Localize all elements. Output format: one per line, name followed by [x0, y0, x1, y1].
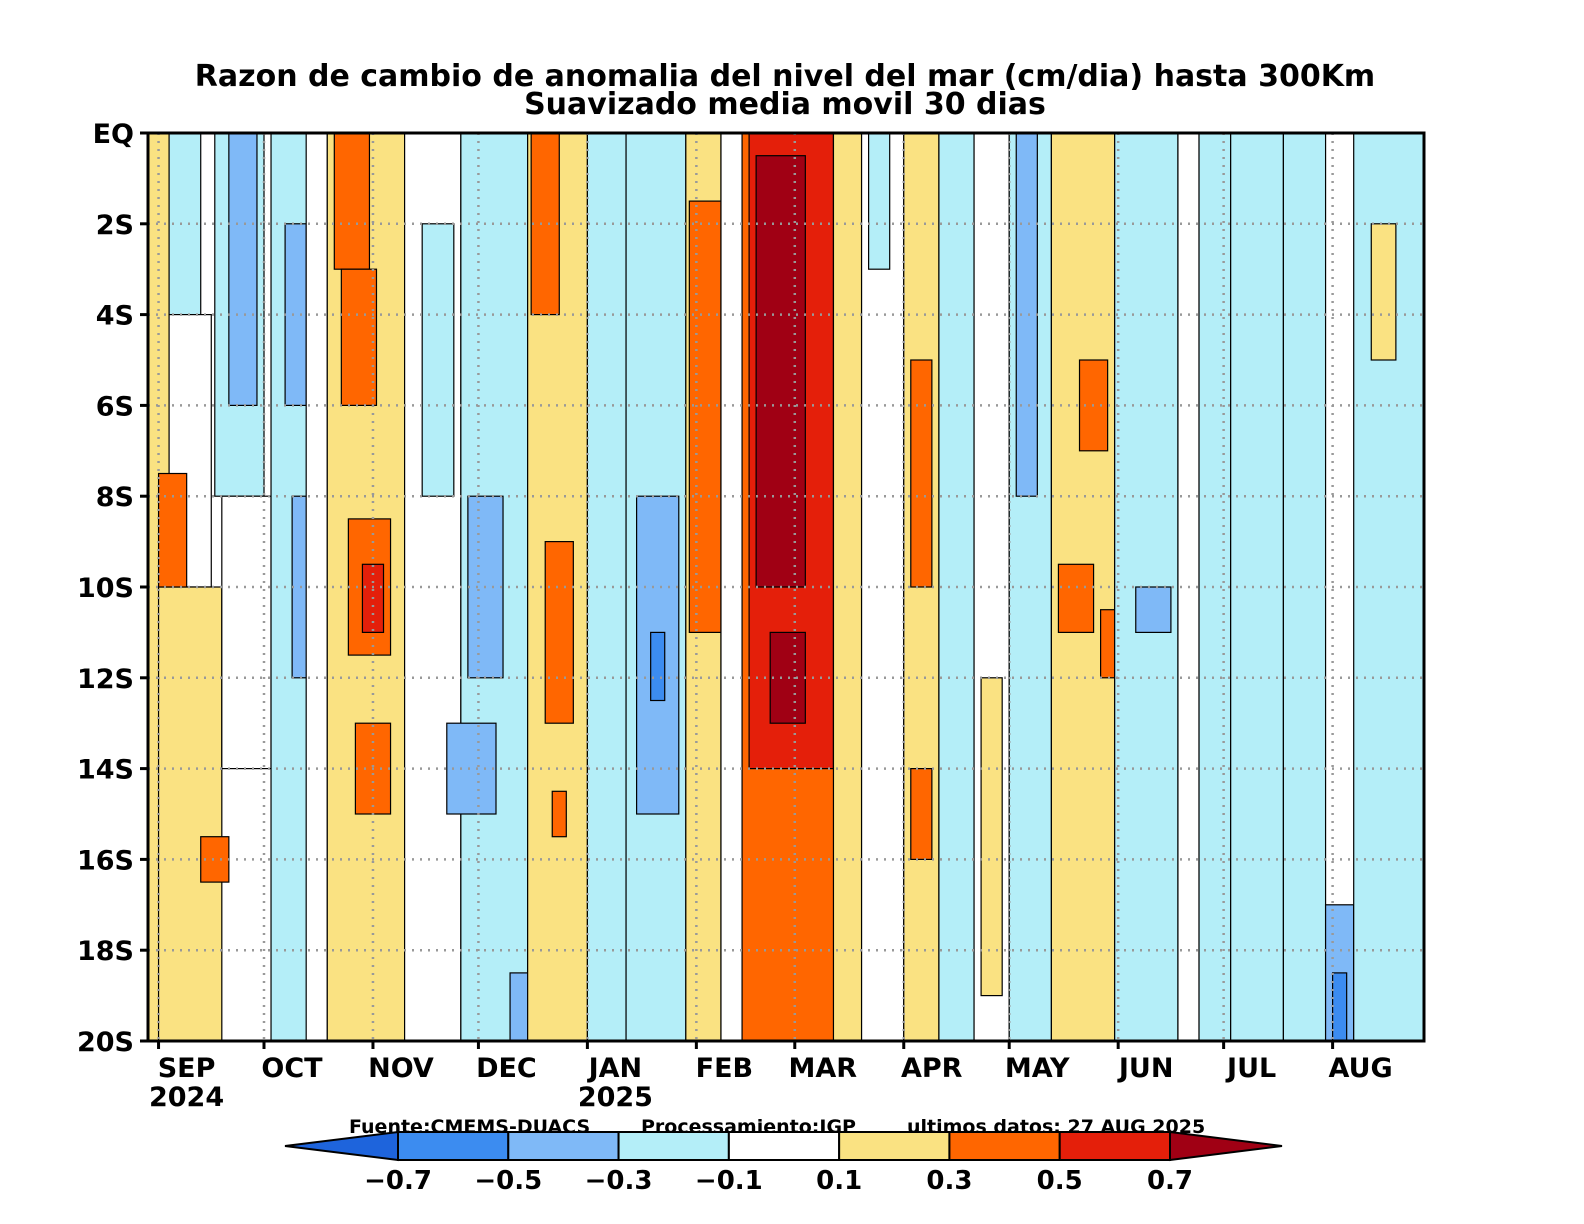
heatmap-cell-7: [228, 133, 258, 406]
heatmap-cell-14: [333, 133, 371, 270]
colorbar-label: −0.3: [585, 1166, 653, 1196]
colorbar-arrow-low: [284, 1130, 399, 1162]
heatmap-cell-53: [1057, 563, 1095, 633]
x-tick-year: 2025: [578, 1082, 653, 1113]
x-tick-label: MAR: [789, 1053, 858, 1084]
colorbar-label: −0.7: [364, 1166, 432, 1196]
y-tick-label: 6S: [96, 391, 134, 422]
y-tick-label: 12S: [77, 664, 134, 695]
heatmap-cell-63: [1332, 972, 1348, 1041]
y-tick-label: 10S: [77, 573, 134, 604]
y-tick-label: 16S: [77, 845, 134, 876]
chart-subtitle: Suavizado media movil 30 dias: [524, 87, 1046, 122]
heatmap-cell-1: [168, 133, 202, 316]
heatmap-cell-3: [157, 586, 223, 1041]
x-tick-label: MAY: [1005, 1053, 1070, 1084]
x-tick-label: AUG: [1329, 1053, 1393, 1084]
y-tick-label: 4S: [96, 301, 134, 332]
colorbar-label: −0.5: [474, 1166, 542, 1196]
colorbar-arrow-high: [1169, 1130, 1283, 1162]
heatmap-cell-31: [636, 495, 680, 815]
y-tick-label: 20S: [77, 1027, 134, 1058]
colorbar-segment: [838, 1131, 951, 1161]
y-tick-label: 14S: [77, 755, 134, 786]
x-tick-label: SEP: [158, 1053, 216, 1084]
colorbar-segment: [1058, 1131, 1171, 1161]
heatmap-cell-60: [1230, 133, 1284, 1041]
heatmap-cell-39: [769, 631, 806, 724]
y-tick-label: EQ: [93, 119, 134, 150]
heatmap-cell-44: [910, 359, 933, 588]
colorbar-label: −0.1: [695, 1166, 763, 1196]
heatmap-cells: [148, 133, 1424, 1041]
colorbar-label: 0.7: [1147, 1166, 1193, 1196]
colorbar-segment: [507, 1131, 620, 1161]
x-tick-label: NOV: [368, 1053, 434, 1084]
heatmap-cell-65: [1370, 223, 1397, 361]
heatmap-cell-23: [446, 722, 497, 815]
x-tick-label: DEC: [476, 1053, 537, 1084]
colorbar-segment: [397, 1131, 510, 1161]
heatmap-cell-15: [340, 268, 378, 407]
colorbar-label: 0.3: [926, 1166, 972, 1196]
heatmap-cell-58: [1198, 133, 1232, 1041]
heatmap-cell-45: [910, 767, 933, 860]
y-axis: EQ 2S 4S 6S 8S 10S 12S 14S 16S 18S 20S: [77, 119, 148, 1058]
heatmap-cell-54: [1100, 609, 1116, 679]
y-tick-label: 8S: [96, 482, 134, 513]
x-tick-label: FEB: [696, 1053, 753, 1084]
heatmap-cell-32: [650, 631, 666, 702]
y-tick-label: 2S: [96, 210, 134, 241]
x-tick-label: OCT: [261, 1053, 323, 1084]
heatmap-cell-42: [868, 133, 891, 270]
heatmap-cell-8: [221, 495, 272, 770]
colorbar-label: 0.1: [816, 1166, 862, 1196]
colorbar-segment: [727, 1131, 841, 1161]
colorbar-segment: [617, 1131, 730, 1161]
x-tick-year: 2024: [149, 1082, 224, 1113]
chart-title: Razon de cambio de anomalia del nivel de…: [195, 59, 1375, 94]
heatmap-cell-26: [530, 133, 560, 316]
heatmap-cell-4: [157, 472, 188, 588]
colorbar-label: 0.5: [1037, 1166, 1083, 1196]
heatmap-cell-27: [544, 540, 574, 724]
y-tick-label: 18S: [77, 936, 134, 967]
colorbar: −0.7 −0.5 −0.3 −0.1 0.1 0.3 0.5 0.7: [284, 1130, 1283, 1196]
x-tick-label: JAN: [587, 1053, 643, 1084]
heatmap-cell-34: [688, 200, 722, 633]
x-tick-label: JUL: [1225, 1053, 1276, 1084]
heatmap-cell-50: [1015, 133, 1038, 497]
heatmap-cell-20: [421, 223, 455, 497]
heatmap-cell-61: [1282, 133, 1327, 1041]
heatmap-cell-38: [755, 155, 806, 588]
heatmap-cell-28: [551, 790, 567, 838]
x-tick-label: JUN: [1117, 1053, 1174, 1084]
colorbar-segment: [948, 1131, 1061, 1161]
heatmap-cell-10: [284, 223, 307, 407]
heatmap-cell-48: [980, 677, 1003, 997]
x-tick-label: APR: [901, 1053, 963, 1084]
heatmap-cell-56: [1135, 586, 1172, 634]
